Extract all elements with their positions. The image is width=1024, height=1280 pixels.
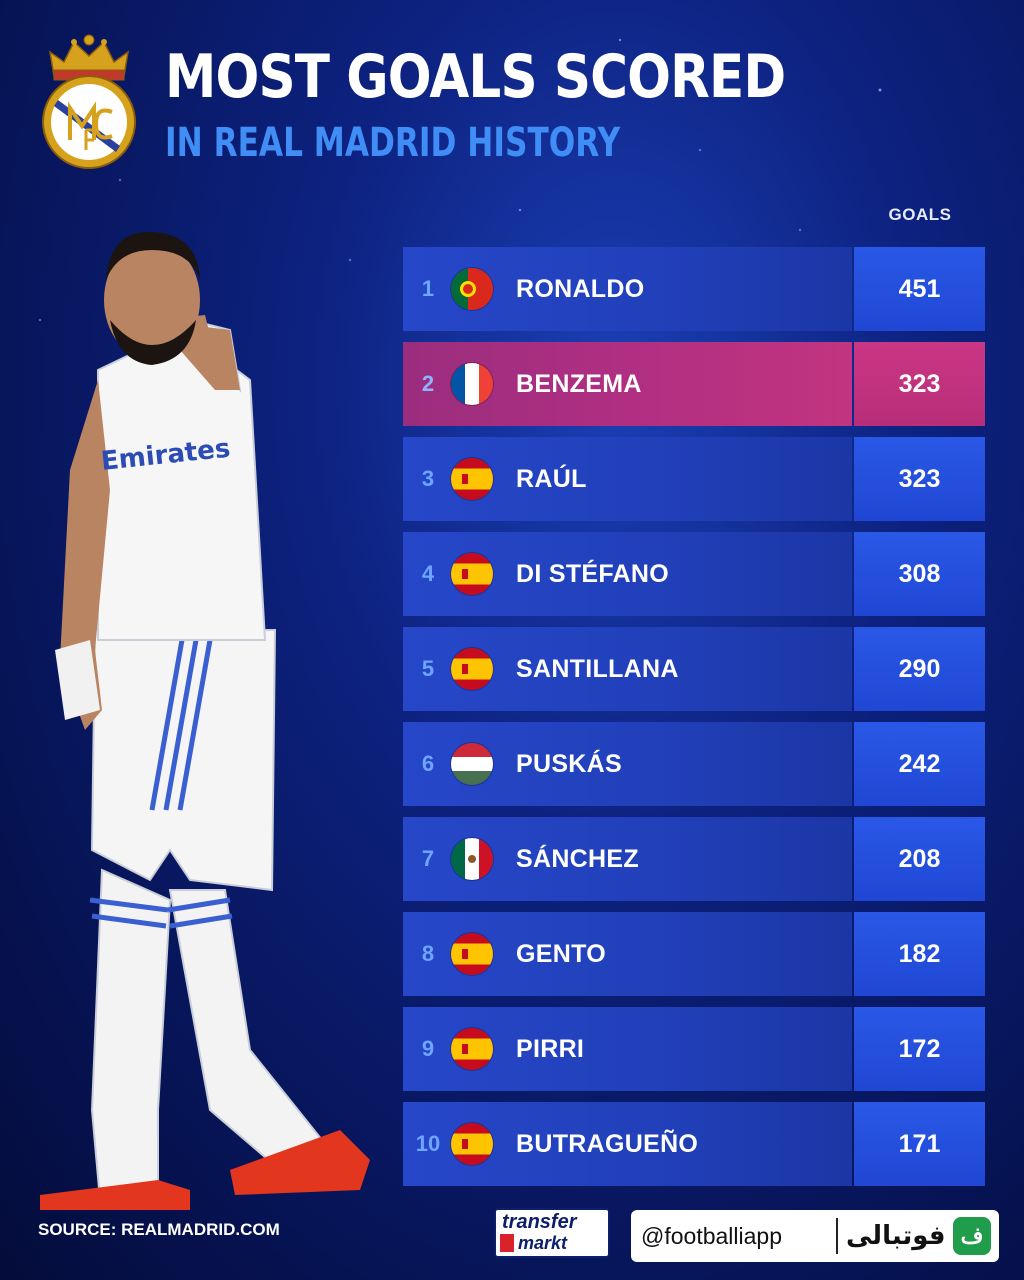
badge-divider xyxy=(836,1218,838,1254)
player-name: SANTILLANA xyxy=(516,654,679,683)
table-row: 3 RAÚL 323 xyxy=(403,437,985,521)
spain-flag-icon xyxy=(451,458,493,500)
rank-number: 9 xyxy=(421,1036,435,1061)
goals-column-header: GOALS xyxy=(888,205,952,224)
rank-number: 2 xyxy=(421,371,435,396)
footballi-badge: @footballiapp فوتبالی ف xyxy=(631,1210,999,1262)
rank-number: 5 xyxy=(421,656,435,681)
transfermarkt-logo-line2: markt xyxy=(518,1233,568,1253)
goals-value: 323 xyxy=(854,342,985,426)
footballi-logo-icon: ف xyxy=(953,1217,991,1255)
row-name-cell: 2 BENZEMA xyxy=(403,342,852,426)
page-title: MOST GOALS SCORED xyxy=(165,42,786,112)
spain-flag-icon xyxy=(451,1123,493,1165)
goals-value: 242 xyxy=(854,722,985,806)
player-name: RONALDO xyxy=(516,274,645,303)
social-handle: @footballiapp xyxy=(641,1222,782,1249)
player-name: GENTO xyxy=(516,939,606,968)
brand-name: فوتبالی xyxy=(846,1221,946,1251)
page-subtitle: IN REAL MADRID HISTORY xyxy=(165,120,621,166)
real-madrid-crest-logo xyxy=(42,34,136,169)
goals-value: 182 xyxy=(854,912,985,996)
hungary-flag-icon xyxy=(451,743,493,785)
spain-flag-icon xyxy=(451,933,493,975)
row-name-cell: 9 PIRRI xyxy=(403,1007,852,1091)
table-row-highlighted: 2 BENZEMA 323 xyxy=(403,342,985,426)
row-name-cell: 4 DI STÉFANO xyxy=(403,532,852,616)
rank-number: 3 xyxy=(421,466,435,491)
table-row: 1 RONALDO 451 xyxy=(403,247,985,331)
row-name-cell: 5 SANTILLANA xyxy=(403,627,852,711)
table-row: 4 DI STÉFANO 308 xyxy=(403,532,985,616)
rank-number: 6 xyxy=(421,751,435,776)
player-name: DI STÉFANO xyxy=(516,559,670,588)
player-name: PUSKÁS xyxy=(516,749,622,778)
goals-value: 171 xyxy=(854,1102,985,1186)
rank-number: 4 xyxy=(421,561,435,586)
spain-flag-icon xyxy=(451,1028,493,1070)
row-name-cell: 7 SÁNCHEZ xyxy=(403,817,852,901)
portugal-flag-icon xyxy=(451,268,493,310)
rank-number: 8 xyxy=(421,941,435,966)
spain-flag-icon xyxy=(451,648,493,690)
table-row: 5 SANTILLANA 290 xyxy=(403,627,985,711)
mexico-flag-icon xyxy=(451,838,493,880)
goals-value: 172 xyxy=(854,1007,985,1091)
goals-value: 290 xyxy=(854,627,985,711)
player-image: Emirates xyxy=(40,231,370,1210)
rank-number: 7 xyxy=(421,846,435,871)
rank-number: 10 xyxy=(415,1131,441,1156)
table-row: 10 BUTRAGUEÑO 171 xyxy=(403,1102,985,1186)
transfermarkt-logo-line1: transfer xyxy=(502,1211,577,1233)
table-row: 6 PUSKÁS 242 xyxy=(403,722,985,806)
source-credit: SOURCE: REALMADRID.COM xyxy=(38,1220,280,1239)
player-name: BENZEMA xyxy=(516,369,642,398)
spain-flag-icon xyxy=(451,553,493,595)
table-row: 9 PIRRI 172 xyxy=(403,1007,985,1091)
row-name-cell: 3 RAÚL xyxy=(403,437,852,521)
transfermarkt-logo: transfer markt xyxy=(494,1208,610,1258)
goals-value: 323 xyxy=(854,437,985,521)
row-name-cell: 6 PUSKÁS xyxy=(403,722,852,806)
table-row: 8 GENTO 182 xyxy=(403,912,985,996)
transfermarkt-logo-mark xyxy=(500,1234,514,1252)
player-name: RAÚL xyxy=(516,464,587,493)
row-name-cell: 10 BUTRAGUEÑO xyxy=(403,1102,852,1186)
table-row: 7 SÁNCHEZ 208 xyxy=(403,817,985,901)
player-name: BUTRAGUEÑO xyxy=(516,1129,699,1158)
row-name-cell: 8 GENTO xyxy=(403,912,852,996)
player-name: SÁNCHEZ xyxy=(516,844,639,873)
goals-value: 208 xyxy=(854,817,985,901)
row-name-cell: 1 RONALDO xyxy=(403,247,852,331)
rank-number: 1 xyxy=(421,276,435,301)
france-flag-icon xyxy=(451,363,493,405)
player-name: PIRRI xyxy=(516,1034,585,1063)
goals-value: 308 xyxy=(854,532,985,616)
goals-value: 451 xyxy=(854,247,985,331)
